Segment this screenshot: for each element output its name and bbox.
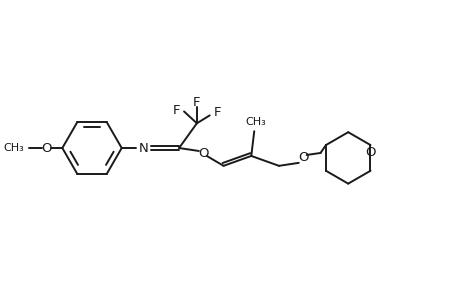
Text: F: F	[172, 104, 179, 117]
Text: O: O	[298, 152, 308, 164]
Text: O: O	[41, 142, 52, 154]
Text: F: F	[213, 106, 221, 119]
Text: O: O	[364, 146, 375, 160]
Text: F: F	[193, 96, 200, 109]
Text: O: O	[198, 148, 208, 160]
Text: CH₃: CH₃	[3, 143, 24, 153]
Text: N: N	[138, 142, 148, 154]
Text: CH₃: CH₃	[245, 117, 266, 127]
